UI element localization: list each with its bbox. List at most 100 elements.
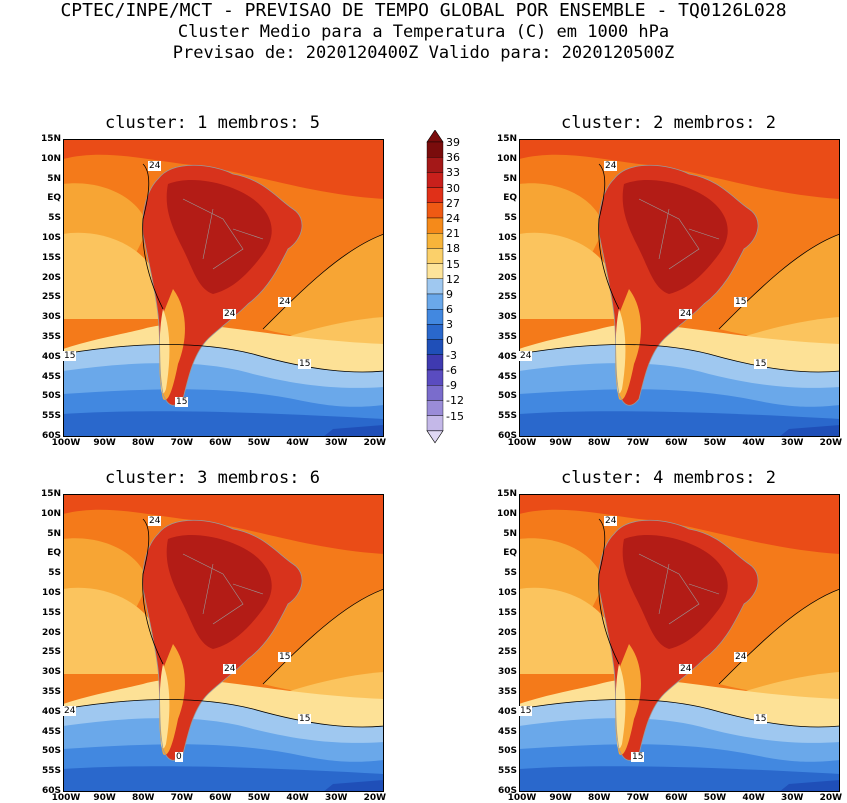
y-tick-label: 5S xyxy=(48,568,61,579)
y-tick-label: 60S xyxy=(497,786,517,796)
x-tick-label: 70W xyxy=(626,793,650,803)
x-tick-label: 60W xyxy=(209,793,232,803)
band-lorange-east xyxy=(719,234,840,341)
borders xyxy=(638,198,720,270)
colorbar-label: 33 xyxy=(446,166,460,180)
x-tick-label: 20W xyxy=(819,793,843,803)
colorbar-label: 6 xyxy=(446,303,453,317)
contour-label: 24 xyxy=(278,297,292,307)
y-tick-label: 15N xyxy=(496,134,517,144)
contour-label: 24 xyxy=(223,664,237,674)
y-tick-label: 25S xyxy=(41,647,61,658)
y-tick-label: 40S xyxy=(497,351,517,362)
y-tick-label: 40S xyxy=(41,706,61,717)
colorbar-swatch xyxy=(426,232,444,249)
colorbar-swatch xyxy=(426,293,444,310)
y-tick-label: 55S xyxy=(41,411,61,422)
y-tick-label: 35S xyxy=(41,687,61,697)
band-yellow-west xyxy=(63,232,163,319)
contour-24-east xyxy=(718,233,840,330)
contour-24 xyxy=(142,518,164,665)
band-navy xyxy=(779,425,840,437)
colorbar-swatch xyxy=(426,141,444,158)
y-tick-label: 55S xyxy=(41,766,61,777)
colorbar-swatch xyxy=(426,324,444,340)
colorbar-swatch xyxy=(426,157,444,173)
contour-label: 24 xyxy=(679,309,693,319)
y-tick-label: 5S xyxy=(48,213,61,224)
map-canvas-4 xyxy=(519,494,840,792)
colorbar-label: 27 xyxy=(446,196,460,210)
map-canvas-3 xyxy=(63,494,384,792)
colorbar-label: 30 xyxy=(446,181,460,195)
colorbar-arrow-top xyxy=(426,130,444,143)
contour-label: 24 xyxy=(604,516,618,526)
x-tick-label: 30W xyxy=(780,793,804,803)
band-darkblue xyxy=(63,766,384,792)
band-darkblue xyxy=(63,411,384,437)
contour-label: 15 xyxy=(175,397,189,407)
x-tick-label: 70W xyxy=(170,438,194,448)
map-frame xyxy=(519,494,840,792)
x-tick-label: 80W xyxy=(587,793,611,803)
header-line-1: CPTEC/INPE/MCT - PREVISAO DE TEMPO GLOBA… xyxy=(60,0,787,21)
x-tick-label: 20W xyxy=(363,438,387,448)
colorbar-label: -6 xyxy=(446,364,457,377)
y-tick-label: 10N xyxy=(496,508,517,519)
contour-label: 24 xyxy=(223,309,237,319)
y-tick-label: 15S xyxy=(497,252,517,263)
y-tick-label: EQ xyxy=(503,193,517,204)
band-darkblue xyxy=(519,766,840,792)
y-tick-label: 10S xyxy=(497,233,517,243)
x-tick-label: 70W xyxy=(170,793,194,803)
colorbar-label: -3 xyxy=(446,348,457,362)
y-tick-label: 50S xyxy=(497,746,517,757)
contour-label: 24 xyxy=(604,161,618,171)
contour-label: 15 xyxy=(734,297,748,307)
y-tick-label: 10S xyxy=(41,588,61,598)
borders xyxy=(638,553,720,625)
x-tick-label: 70W xyxy=(626,438,650,448)
andes-cool xyxy=(615,664,626,749)
y-tick-label: 10N xyxy=(40,508,61,519)
y-tick-label: 5S xyxy=(504,213,517,224)
colorbar-swatch xyxy=(426,187,444,203)
colorbar-swatch xyxy=(426,278,444,295)
y-tick-label: 10N xyxy=(40,153,61,164)
panel-title: cluster: 2 membros: 2 xyxy=(561,113,776,133)
map-canvas-1 xyxy=(63,139,384,437)
colorbar-label: 15 xyxy=(446,257,460,271)
panel-title: cluster: 1 membros: 5 xyxy=(105,113,320,133)
contour-label: 15 xyxy=(631,752,645,762)
x-tick-label: 100W xyxy=(507,438,537,448)
y-tick-label: 20S xyxy=(497,272,517,283)
y-tick-label: 60S xyxy=(497,431,517,441)
x-tick-label: 40W xyxy=(286,438,309,448)
band-navy xyxy=(323,425,384,437)
y-tick-label: 45S xyxy=(497,726,517,737)
y-tick-label: 25S xyxy=(41,292,61,303)
panel-title: cluster: 4 membros: 2 xyxy=(561,468,776,488)
colorbar-label: -9 xyxy=(446,379,457,393)
colorbar-label: 18 xyxy=(446,242,460,256)
x-tick-label: 50W xyxy=(703,438,727,448)
colorbar-label: 24 xyxy=(446,212,460,225)
x-tick-label: 60W xyxy=(209,438,232,448)
contour-label: 24 xyxy=(148,161,162,171)
band-yellow-west xyxy=(519,587,619,674)
colorbar-swatch xyxy=(426,400,444,416)
warm-band-north xyxy=(519,139,840,199)
y-tick-label: 10S xyxy=(497,588,517,598)
y-tick-label: 20S xyxy=(497,627,517,638)
x-tick-label: 90W xyxy=(93,438,116,448)
y-tick-label: 15N xyxy=(40,489,61,499)
header-line-2: Cluster Medio para a Temperatura (C) em … xyxy=(177,22,670,42)
x-tick-label: 80W xyxy=(131,438,155,448)
colorbar-label: 3 xyxy=(446,318,453,332)
andes-cool xyxy=(615,309,626,394)
warm-band-north xyxy=(63,139,384,199)
y-tick-label: 40S xyxy=(41,351,61,362)
contour-24 xyxy=(142,163,164,310)
contour-15 xyxy=(63,699,384,728)
colorbar-swatch xyxy=(426,172,444,188)
